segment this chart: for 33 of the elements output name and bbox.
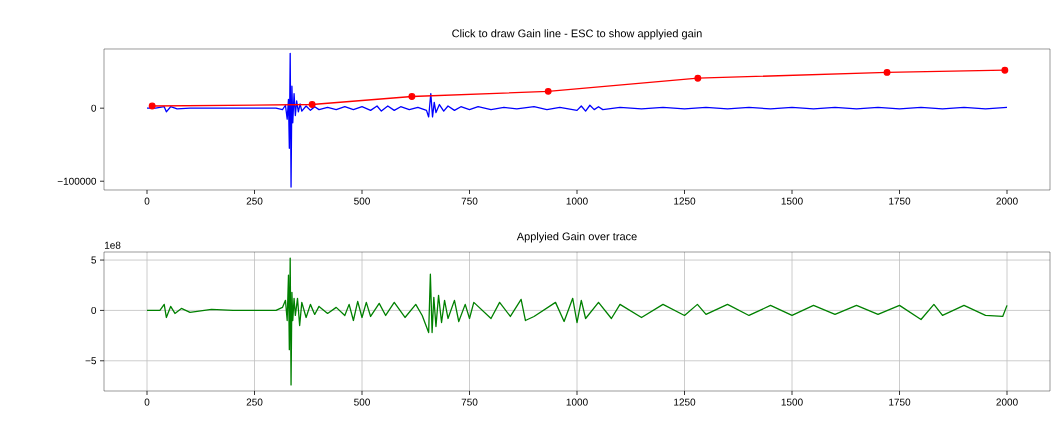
chart-title: Click to draw Gain line - ESC to show applyied gain <box>452 29 702 40</box>
x-tick-label: 250 <box>246 197 263 205</box>
x-tick-label: 750 <box>461 398 478 406</box>
y-tick-label: 0 <box>91 306 97 314</box>
x-tick-label: 1500 <box>781 197 803 205</box>
y-tick-label: 0 <box>91 104 97 112</box>
x-tick-label: 1000 <box>566 398 588 406</box>
x-tick-label: 1750 <box>889 197 911 205</box>
x-tick-label: 1500 <box>781 398 803 406</box>
x-tick-label: 1250 <box>674 197 696 205</box>
point <box>694 74 702 82</box>
x-tick-label: 0 <box>144 197 150 205</box>
x-tick-label: 1250 <box>674 398 696 406</box>
point <box>308 101 316 108</box>
x-tick-label: 2000 <box>996 197 1018 205</box>
chart-title: Applyied Gain over trace <box>516 232 637 243</box>
x-tick-label: 250 <box>246 398 263 406</box>
y-tick-label: −100000 <box>57 177 97 185</box>
x-tick-label: 750 <box>461 197 478 205</box>
x-tick-label: 1000 <box>566 197 588 205</box>
x-tick-label: 500 <box>354 398 370 406</box>
text: 1e8 <box>104 241 121 249</box>
x-tick-label: 0 <box>144 398 150 406</box>
x-tick-label: 500 <box>354 197 370 205</box>
y-tick-label: 5 <box>91 256 97 264</box>
point <box>1001 66 1009 74</box>
point <box>544 87 552 95</box>
y-tick-label: −5 <box>85 357 97 365</box>
x-tick-label: 2000 <box>996 398 1018 406</box>
point <box>883 68 891 76</box>
point <box>148 102 156 110</box>
x-tick-label: 1750 <box>889 398 911 406</box>
point <box>408 93 416 100</box>
